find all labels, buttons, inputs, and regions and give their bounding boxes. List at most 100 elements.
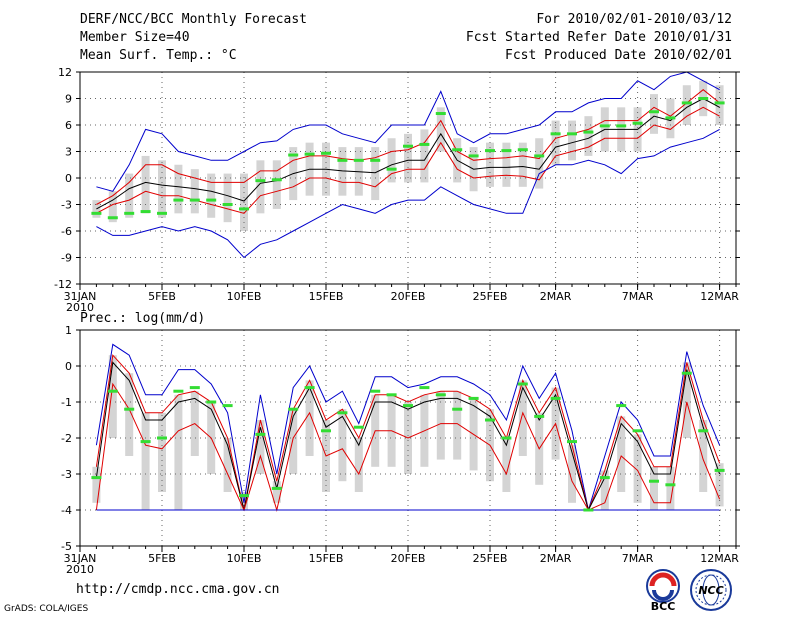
forecast-period: For 2010/02/01-2010/03/12	[536, 12, 732, 27]
temp-line-lower-quartile	[96, 106, 720, 214]
temp-spread-box	[223, 173, 232, 223]
temp-ytick-label: 12	[58, 66, 72, 79]
temp-ytick-label: 9	[65, 93, 72, 106]
prec-spread-box	[338, 409, 347, 482]
prec-spread-box	[223, 438, 232, 492]
website-url[interactable]: http://cmdp.ncc.cma.gov.cn	[76, 582, 280, 597]
temp-spread-box	[584, 116, 593, 156]
prec-spread-box	[272, 481, 281, 503]
prec-xtick-label: 10FEB	[227, 552, 262, 565]
prec-xtick-label: 2MAR	[540, 552, 572, 565]
temp-spread-box	[125, 173, 134, 218]
bcc-logo: BCC	[640, 568, 686, 616]
prec-spread-box	[92, 466, 101, 503]
prec-xtick-label: 20FEB	[391, 552, 426, 565]
temp-line-upper-extreme	[96, 71, 720, 192]
temp-spread-box	[486, 142, 494, 187]
temp-spread-box	[207, 173, 216, 218]
prec-spread-box	[141, 412, 150, 510]
temp-spread-box	[371, 147, 380, 201]
temp-xtick-label: 20FEB	[391, 290, 426, 303]
prec-spread-box	[600, 470, 609, 510]
prec-spread-box	[108, 355, 117, 438]
prec-xtick-year: 2010	[66, 563, 94, 576]
temp-ytick-label: -6	[61, 225, 72, 238]
prec-spread-box	[125, 373, 134, 456]
prec-ytick-label: -1	[61, 396, 72, 409]
prec-spread-box	[650, 466, 658, 510]
prec-line-lower-quartile	[95, 382, 721, 512]
temp-ytick-label: 3	[65, 146, 72, 159]
prec-spread-box	[158, 412, 166, 492]
prec-spread-box	[289, 409, 298, 474]
grads-credit: GrADS: COLA/IGES	[4, 604, 89, 614]
prec-xtick-label: 25FEB	[473, 552, 508, 565]
temp-spread-box	[715, 85, 724, 125]
prec-spread-box	[305, 380, 314, 456]
prec-spread-box	[518, 380, 527, 456]
temp-ytick-label: 0	[65, 172, 72, 185]
member-size: Member Size=40	[80, 30, 190, 45]
prec-spread-box	[436, 391, 445, 460]
temp-line-ensemble-mean	[96, 97, 720, 210]
prec-spread-box	[502, 438, 511, 492]
prec-xtick-label: 5FEB	[148, 552, 176, 565]
prec-spread-box	[699, 420, 708, 492]
temp-xtick-year: 2010	[66, 301, 94, 314]
temp-spread-box	[518, 142, 527, 187]
prec-spread-box	[256, 420, 265, 474]
temp-xtick-label: 2MAR	[540, 290, 572, 303]
temp-xtick-label: 10FEB	[227, 290, 262, 303]
temp-spread-box	[108, 191, 117, 223]
prec-xtick-label: 15FEB	[309, 552, 344, 565]
temp-ytick-label: -3	[61, 199, 72, 212]
temp-spread-box	[387, 138, 396, 183]
temp-xtick-label: 15FEB	[309, 290, 344, 303]
prec-spread-box	[715, 463, 724, 507]
prec-spread-box	[633, 434, 642, 503]
chart-title: DERF/NCC/BCC Monthly Forecast	[80, 12, 307, 27]
prec-spread-box	[354, 438, 363, 492]
temp-xtick-label: 25FEB	[473, 290, 508, 303]
prec-ytick-label: -4	[61, 504, 72, 517]
temp-spread-box	[190, 169, 199, 214]
prec-xtick-label: 7MAR	[622, 552, 654, 565]
start-date: Fcst Started Refer Date 2010/01/31	[465, 30, 732, 45]
variable-label: Mean Surf. Temp.: °C	[80, 48, 237, 63]
temp-xtick-label: 31JAN	[64, 290, 97, 303]
temp-xtick-label: 12MAR	[700, 290, 739, 303]
bcc-logo-text: BCC	[651, 600, 676, 612]
temp-spread-box	[92, 200, 101, 218]
temp-spread-box	[502, 142, 511, 187]
temp-spread-box	[158, 160, 166, 218]
temp-spread-box	[535, 138, 544, 189]
prec-spread-box	[174, 394, 183, 510]
temp-spread-box	[174, 164, 183, 214]
prec-xtick-label: 12MAR	[700, 552, 739, 565]
temp-spread-box	[141, 155, 150, 214]
produced-date: Fcst Produced Date 2010/02/01	[505, 48, 732, 63]
temp-ytick-label: 6	[65, 119, 72, 132]
prec-spread-box	[453, 391, 462, 460]
ncc-logo: NCC	[688, 568, 734, 616]
prec-spread-box	[617, 416, 626, 492]
prec-line-upper-extreme	[95, 343, 721, 511]
temp-xtick-label: 5FEB	[148, 290, 176, 303]
prec-line-upper-quartile	[95, 354, 721, 512]
prec-ytick-label: -2	[61, 432, 72, 445]
temp-spread-box	[420, 129, 429, 183]
ncc-logo-text: NCC	[698, 584, 723, 597]
prec-spread-box	[568, 445, 576, 503]
temp-ytick-label: -12	[54, 278, 72, 291]
temp-xtick-label: 7MAR	[622, 290, 654, 303]
temp-spread-box	[436, 107, 445, 152]
temp-line-upper-quartile	[96, 89, 720, 205]
temp-ytick-label: -9	[61, 252, 72, 265]
prec-line-ensemble-mean	[95, 361, 721, 512]
prec-ytick-label: -3	[61, 468, 72, 481]
temp-spread-box	[650, 94, 658, 134]
temp-line-lower-extreme	[96, 128, 720, 259]
temp-spread-box	[568, 120, 576, 161]
prec-ytick-label: -5	[61, 540, 72, 553]
